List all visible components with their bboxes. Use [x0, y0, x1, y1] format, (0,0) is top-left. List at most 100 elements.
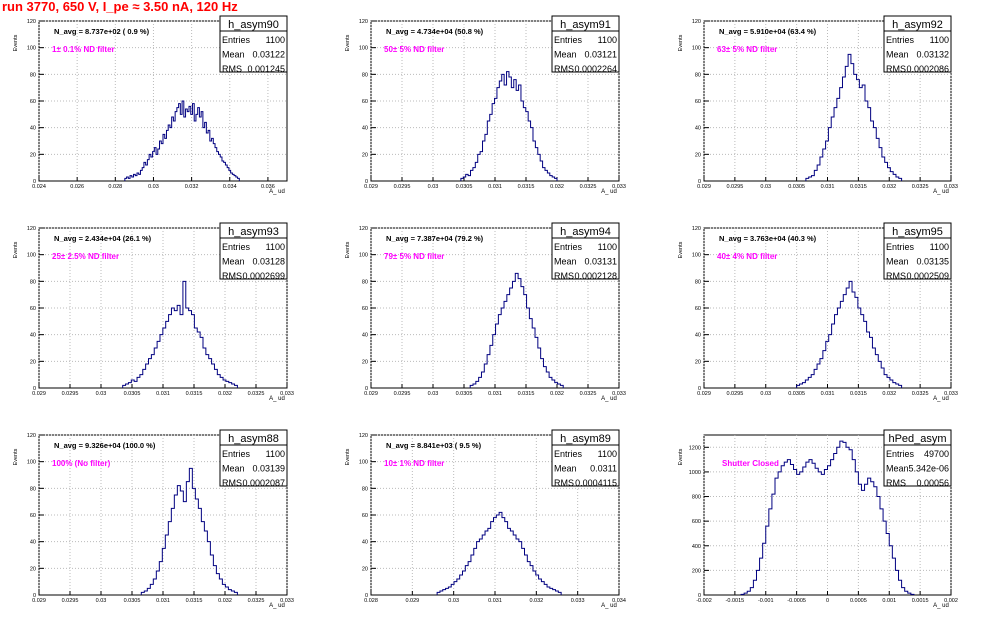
- y-tick-label: 120: [359, 226, 368, 232]
- stats-rms: 0.0004115: [575, 478, 617, 488]
- y-tick-label: 120: [692, 19, 701, 25]
- histogram-pad: 0.029 0.0295 0.03 0.0305 0.031 0.0315 0.032 0.0…: [13, 222, 294, 402]
- stats-entries: 49700: [924, 449, 949, 459]
- histogram-line: [740, 440, 915, 595]
- stats-key: RMS: [554, 64, 574, 74]
- x-axis-label: A_ ud: [269, 189, 285, 195]
- x-tick-label: 0.0325: [912, 391, 929, 397]
- y-tick-label: 20: [695, 152, 701, 158]
- x-tick-label: 0.032: [185, 184, 199, 190]
- y-tick-label: 40: [362, 126, 368, 132]
- histogram-pad: 0.024 0.026 0.028 0.03 0.032 0.034 0.036 0 20 40 6…: [13, 15, 288, 195]
- x-tick-label: 0.029: [697, 391, 711, 397]
- stats-box: [551, 15, 620, 73]
- stats-key: Mean: [554, 257, 577, 267]
- histogram-name: h_asym94: [560, 226, 611, 238]
- x-tick-label: 0.033: [944, 184, 958, 190]
- histogram-line: [469, 272, 564, 388]
- histogram-pad: 0.029 0.0295 0.03 0.0305 0.031 0.0315 0.032 0.0…: [678, 222, 958, 402]
- x-tick-label: 0.029: [364, 391, 378, 397]
- x-tick-label: 0.029: [32, 391, 46, 397]
- x-tick-label: 0.002: [944, 598, 958, 604]
- x-tick-label: 0.032: [218, 391, 232, 397]
- stats-key: Entries: [886, 242, 915, 252]
- x-tick-label: 0.0005: [850, 598, 867, 604]
- histogram-pad: 0.029 0.0295 0.03 0.0305 0.031 0.0315 0.032 0.0…: [13, 429, 294, 609]
- stats-mean: 0.03122: [252, 50, 285, 60]
- histogram-pad: 0.029 0.0295 0.03 0.0305 0.031 0.0315 0.032 0.0…: [345, 15, 626, 195]
- x-tick-label: 0.0305: [456, 391, 473, 397]
- filter-label: 40± 4% ND filter: [717, 252, 777, 261]
- y-tick-label: 120: [27, 433, 36, 439]
- x-tick-label: 0.0325: [580, 391, 597, 397]
- y-tick-label: 0: [698, 386, 701, 392]
- y-tick-label: 20: [362, 566, 368, 572]
- x-tick-label: 0.0315: [850, 184, 867, 190]
- y-tick-label: 0: [365, 179, 368, 185]
- stats-key: Entries: [886, 449, 915, 459]
- x-tick-label: 0.0295: [394, 391, 411, 397]
- x-axis-label: A_ ud: [933, 396, 949, 402]
- x-tick-label: 0.03: [760, 391, 771, 397]
- stats-rms: 0.001245: [247, 64, 285, 74]
- y-tick-label: 100: [692, 46, 701, 52]
- histogram-pad: -0.002 -0.0015 -0.001 -0.0005 0 0.0005 0.001 0.…: [678, 429, 958, 609]
- y-tick-label: 20: [362, 359, 368, 365]
- x-tick-label: 0.001: [882, 598, 896, 604]
- histogram-line: [122, 280, 238, 388]
- x-tick-label: 0.0315: [518, 391, 535, 397]
- filter-label: 10± 1% ND filter: [384, 459, 444, 468]
- x-tick-label: 0.033: [612, 184, 626, 190]
- y-tick-label: 100: [27, 46, 36, 52]
- y-tick-label: 100: [27, 460, 36, 466]
- y-tick-label: 80: [362, 486, 368, 492]
- stats-key: Mean: [886, 464, 909, 474]
- y-tick-label: 0: [33, 179, 36, 185]
- x-tick-label: 0.028: [108, 184, 122, 190]
- stats-mean: 0.03132: [916, 50, 949, 60]
- stats-mean: 0.03139: [252, 464, 285, 474]
- x-tick-label: 0.032: [218, 598, 232, 604]
- x-tick-label: 0.029: [364, 184, 378, 190]
- y-tick-label: 20: [30, 152, 36, 158]
- filter-label: 63± 5% ND filter: [717, 45, 777, 54]
- stats-key: Entries: [554, 449, 583, 459]
- stats-key: Mean: [222, 464, 245, 474]
- navg-label: N_avg = 7.387e+04 (79.2 %): [386, 234, 484, 243]
- x-tick-label: 0.031: [488, 391, 502, 397]
- navg-label: N_avg = 3.763e+04 (40.3 %): [719, 234, 817, 243]
- stats-rms: 0.0002087: [242, 478, 285, 488]
- stats-rms: 0.0002264: [574, 64, 617, 74]
- histogram-name: h_asym95: [892, 226, 943, 238]
- x-tick-label: -0.0005: [787, 598, 806, 604]
- y-tick-label: 60: [362, 99, 368, 105]
- filter-label: 25± 2.5% ND filter: [52, 252, 119, 261]
- x-tick-label: 0.031: [821, 391, 835, 397]
- x-tick-label: 0.0325: [248, 391, 265, 397]
- x-tick-label: 0.0315: [186, 391, 203, 397]
- histogram-name: h_asym90: [228, 19, 279, 31]
- y-tick-label: 120: [692, 226, 701, 232]
- x-tick-label: 0.0305: [788, 184, 805, 190]
- stats-key: Entries: [222, 242, 251, 252]
- y-axis-label: Events: [678, 448, 684, 465]
- stats-entries: 1100: [598, 242, 617, 252]
- stats-key: Entries: [222, 449, 251, 459]
- x-axis-label: A_ ud: [269, 603, 285, 609]
- stats-mean: 0.0311: [590, 464, 617, 474]
- y-tick-label: 60: [695, 99, 701, 105]
- stats-key: Mean: [886, 50, 909, 60]
- filter-label: 100% (No filter): [52, 459, 111, 468]
- stats-rms: 0.0002128: [574, 271, 617, 281]
- y-tick-label: 800: [692, 495, 701, 501]
- y-axis-label: Events: [345, 448, 351, 465]
- stats-key: Mean: [886, 257, 909, 267]
- stats-entries: 1100: [266, 35, 285, 45]
- x-tick-label: -0.001: [758, 598, 774, 604]
- y-tick-label: 60: [30, 99, 36, 105]
- x-axis-label: A_ ud: [601, 189, 617, 195]
- y-tick-label: 200: [692, 568, 701, 574]
- navg-label: N_avg = 8.737e+02 ( 0.9 %): [54, 27, 150, 36]
- y-tick-label: 80: [30, 279, 36, 285]
